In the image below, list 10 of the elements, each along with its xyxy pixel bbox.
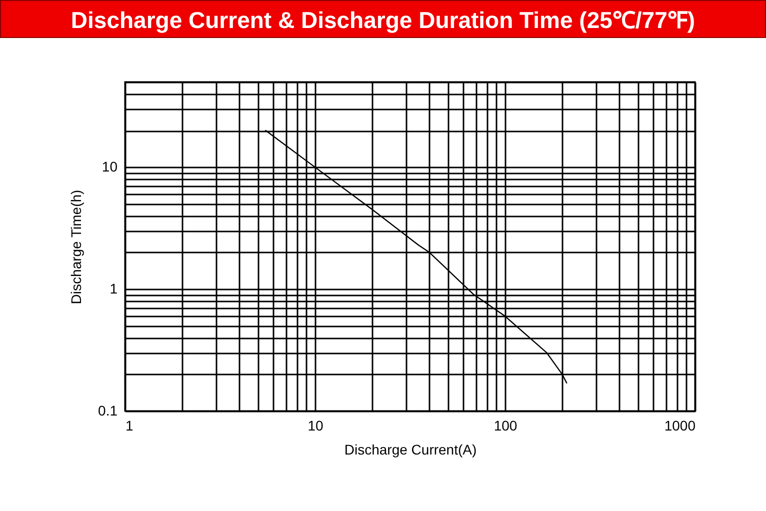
y-tick-label: 10 <box>102 158 118 175</box>
chart-title: Discharge Current & Discharge Duration Time (25℃/77℉) <box>0 0 766 38</box>
x-axis-title: Discharge Current(A) <box>344 442 477 458</box>
x-tick-label: 10 <box>308 418 324 434</box>
y-tick-label: 1 <box>110 280 118 297</box>
x-tick-label: 100 <box>494 418 518 434</box>
y-axis-title: Discharge Time(h) <box>68 190 84 304</box>
x-tick-label: 1000 <box>664 418 696 434</box>
y-tick-label: 0.1 <box>98 402 118 418</box>
x-tick-label: 1 <box>126 418 134 434</box>
